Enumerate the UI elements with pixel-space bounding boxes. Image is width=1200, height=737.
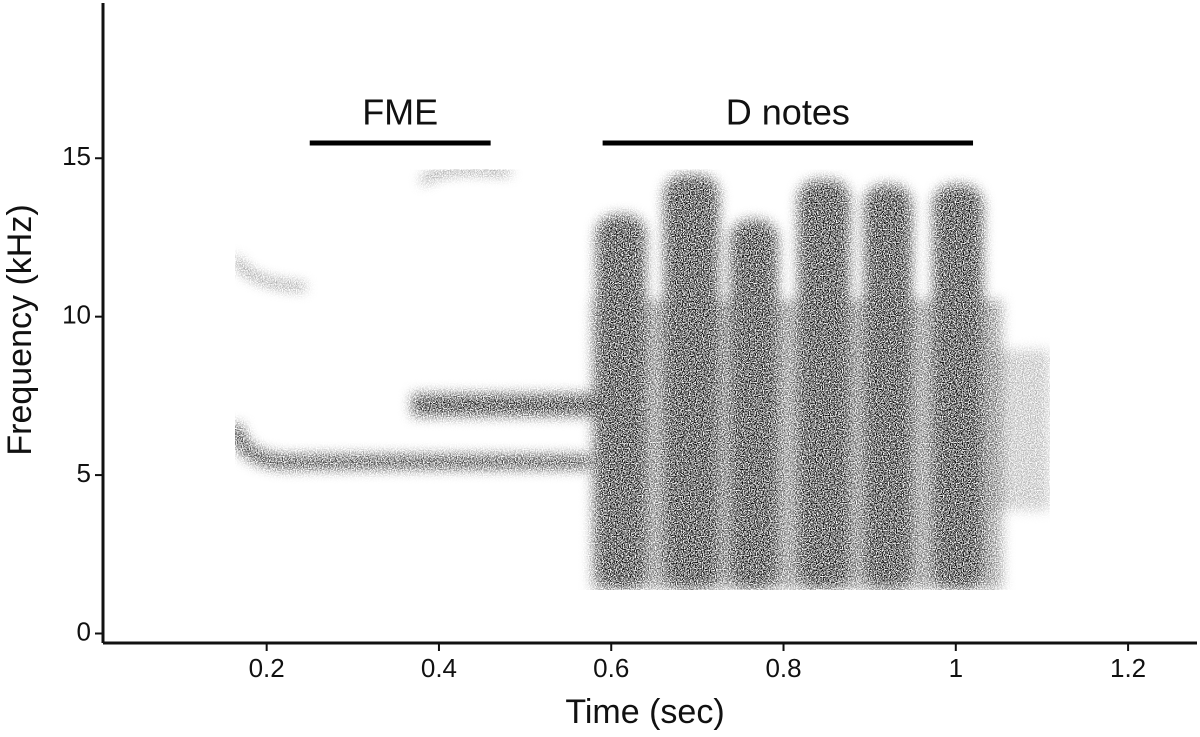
x-tick-label: 0.4: [421, 653, 457, 683]
y-tick-label: 0: [77, 616, 91, 646]
y-axis-title: Frequency (kHz): [1, 204, 39, 455]
annotation-label: D notes: [726, 92, 850, 133]
x-axis-title: Time (sec): [565, 693, 724, 731]
y-tick-label: 5: [77, 458, 91, 488]
y-tick-label: 10: [62, 300, 91, 330]
annotation-label: FME: [362, 92, 438, 133]
y-tick-label: 15: [62, 141, 91, 171]
spectrogram: [228, 166, 1050, 590]
x-tick-label: 0.8: [765, 653, 801, 683]
x-tick-label: 0.2: [249, 653, 285, 683]
x-tick-label: 0.6: [593, 653, 629, 683]
x-tick-label: 1.2: [1110, 653, 1146, 683]
x-tick-label: 1: [949, 653, 963, 683]
